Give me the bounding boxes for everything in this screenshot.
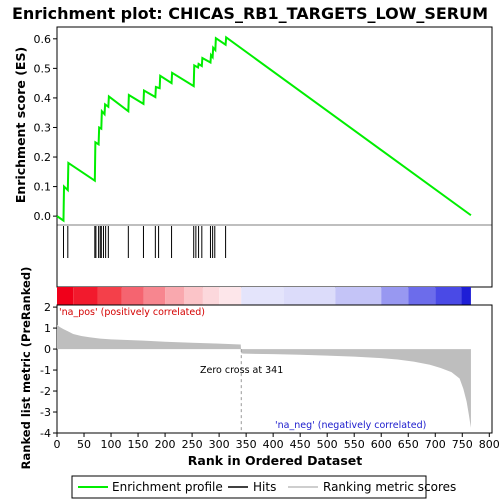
es-panel-frame: [56, 26, 493, 288]
es-y-tick-label: 0.3: [34, 121, 52, 134]
es-y-tick-label: 0.1: [34, 181, 52, 194]
es-y-tick-label: 0.4: [34, 92, 52, 105]
color-bar-segment: [408, 287, 436, 305]
color-bar-segment: [283, 287, 336, 305]
chart-title: Enrichment plot: CHICAS_RB1_TARGETS_LOW_…: [12, 4, 488, 23]
color-bar-segment: [461, 287, 471, 305]
neg-correlation-label: 'na_neg' (negatively correlated): [275, 420, 426, 431]
metric-panel-frame: [56, 304, 493, 434]
x-tick-label: 800: [479, 438, 500, 451]
legend-frame: [71, 475, 427, 499]
legend-label-metric: Ranking metric scores: [323, 480, 456, 494]
legend-label-enrichment: Enrichment profile: [112, 480, 223, 494]
metric-y-tick-label: 1: [44, 322, 51, 335]
color-bar-segment: [435, 287, 462, 305]
hit-marks: [62, 226, 227, 258]
ranked-list-color-bar: [57, 287, 471, 305]
x-tick-label: 600: [371, 438, 392, 451]
x-tick-label: 50: [77, 438, 91, 451]
color-bar-segment: [183, 287, 203, 305]
color-bar-segment: [57, 287, 74, 305]
metric-axis-label: Ranked list metric (PreRanked): [19, 267, 33, 470]
color-bar-segment: [97, 287, 122, 305]
x-tick-label: 200: [155, 438, 176, 451]
enrichment-profile-line: [56, 35, 472, 223]
color-bar-segment: [121, 287, 144, 305]
color-bar-segment: [143, 287, 166, 305]
color-bar-segment: [219, 287, 242, 305]
metric-panel: 'na_pos' (positively correlated) Zero cr…: [19, 267, 500, 470]
x-axis-label: Rank in Ordered Dataset: [188, 453, 362, 468]
x-tick-label: 550: [344, 438, 365, 451]
color-bar-segment: [202, 287, 220, 305]
metric-y-tick-label: -1: [40, 364, 51, 377]
es-y-tick-label: 0.5: [34, 62, 52, 75]
x-ticks: 0 50 100 150 200 250 300 350 400 450 500 550 600 650 7…: [54, 433, 500, 451]
es-y-tick-label: 0.2: [34, 151, 52, 164]
x-tick-label: 400: [263, 438, 284, 451]
zero-cross-label: Zero cross at 341: [200, 365, 283, 376]
color-bar-segment: [73, 287, 98, 305]
es-axis-label: Enrichment score (ES): [13, 47, 28, 203]
es-y-ticks: 0.0 0.1 0.2 0.3 0.4 0.5 0.6: [34, 33, 57, 223]
pos-correlation-label: 'na_pos' (positively correlated): [59, 307, 205, 318]
legend: Enrichment profile Hits Ranking metric s…: [71, 475, 456, 499]
color-bar-segment: [165, 287, 184, 305]
es-y-tick-label: 0.0: [34, 210, 52, 223]
color-bar-segment: [241, 287, 284, 305]
x-tick-label: 500: [317, 438, 338, 451]
ranking-metric-area: [57, 324, 471, 428]
color-bar-segment: [381, 287, 409, 305]
x-tick-label: 700: [425, 438, 446, 451]
metric-y-tick-label: -3: [40, 406, 51, 419]
metric-y-tick-label: -2: [40, 385, 51, 398]
x-tick-label: 750: [452, 438, 473, 451]
metric-y-tick-label: 2: [44, 301, 51, 314]
x-tick-label: 300: [209, 438, 230, 451]
metric-y-tick-label: -4: [40, 427, 51, 440]
x-tick-label: 650: [398, 438, 419, 451]
x-tick-label: 250: [182, 438, 203, 451]
es-y-tick-label: 0.6: [34, 33, 52, 46]
es-panel: Enrichment score (ES) 0.0 0.1 0.2 0.3 0.4 0.5…: [13, 26, 493, 288]
x-tick-label: 100: [101, 438, 122, 451]
metric-y-tick-label: 0: [44, 343, 51, 356]
color-bar-segment: [335, 287, 382, 305]
metric-y-ticks: -4 -3 -2 -1 0 1 2: [40, 301, 57, 440]
x-tick-label: 0: [54, 438, 61, 451]
x-tick-label: 450: [290, 438, 311, 451]
x-tick-label: 350: [236, 438, 257, 451]
x-tick-label: 150: [128, 438, 149, 451]
legend-label-hits: Hits: [253, 480, 276, 494]
